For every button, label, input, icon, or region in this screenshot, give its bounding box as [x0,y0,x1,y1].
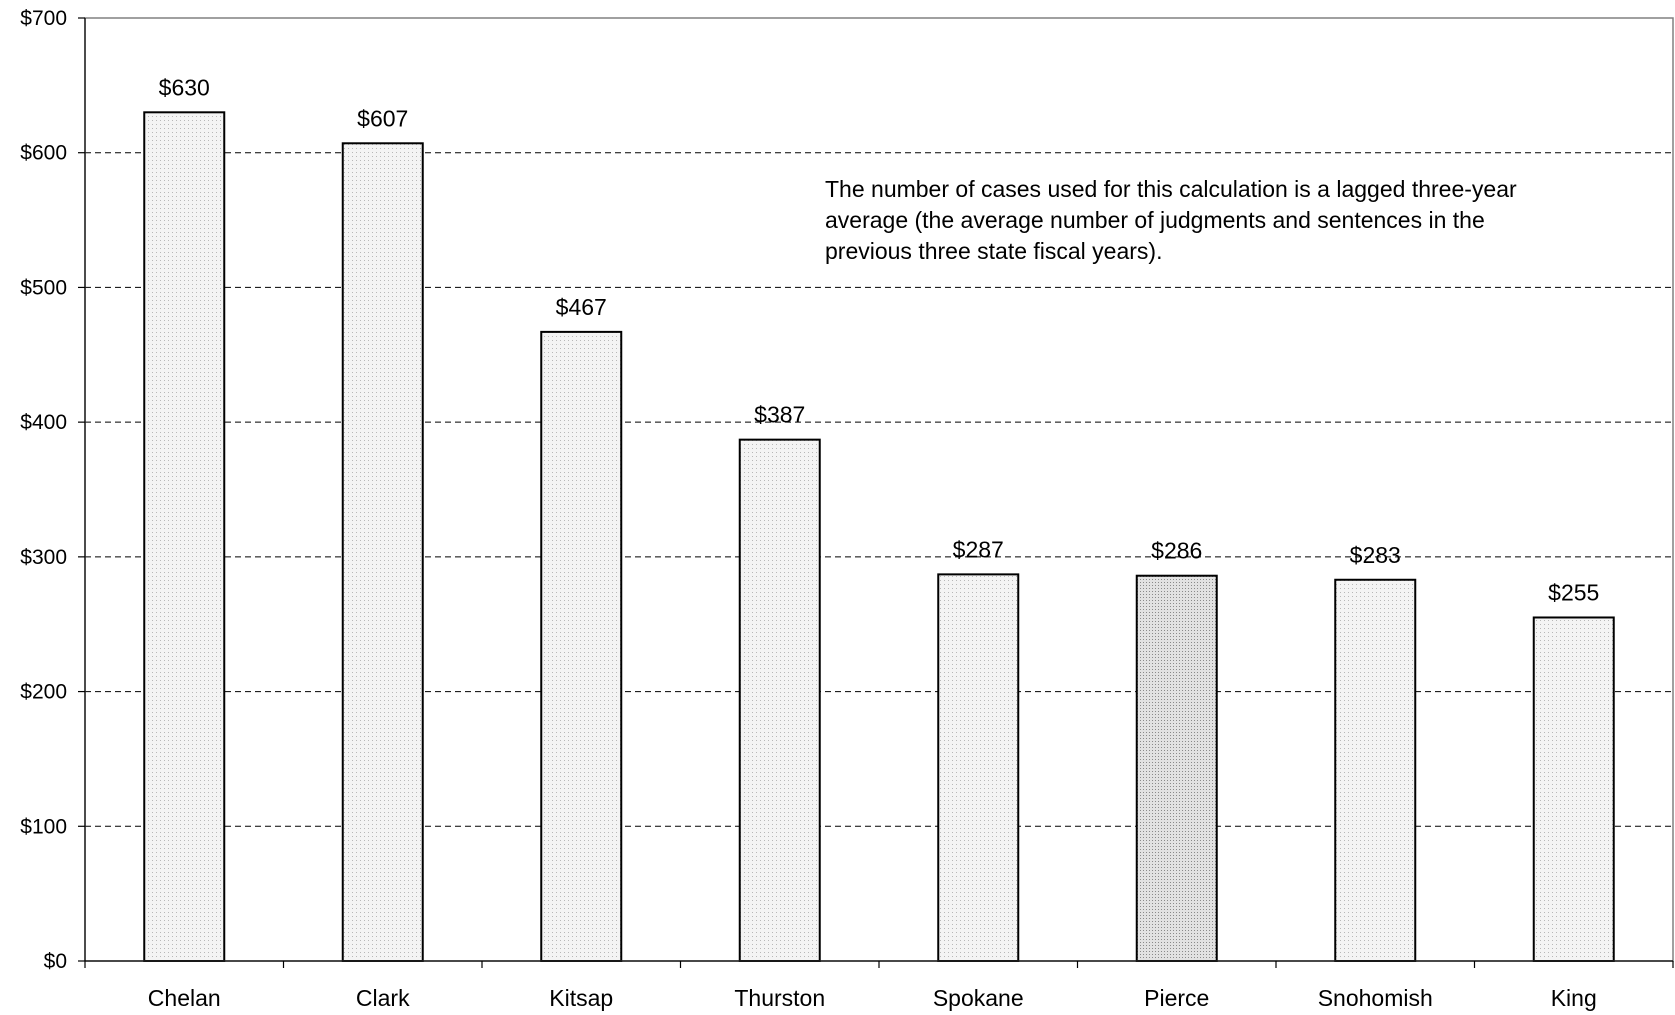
y-tick-label: $100 [20,815,67,838]
annotation-line: The number of cases used for this calcul… [825,176,1517,202]
data-label: $467 [556,294,607,320]
y-tick-label: $300 [20,546,67,569]
category-label: King [1551,985,1597,1011]
category-label: Thurston [734,985,825,1011]
bar-pierce [1135,574,1218,963]
labels: $0 $100 $200 $300 $400 $500 $600 $700 $630 Chelan… [20,7,1599,1011]
bar-snohomish [1334,578,1417,962]
y-tick-label: $700 [20,7,67,30]
bar-thurston [738,438,821,962]
data-label: $255 [1548,579,1599,605]
category-label: Spokane [933,985,1024,1011]
data-label: $287 [953,536,1004,562]
category-label: Kitsap [549,985,613,1011]
y-tick-label: $600 [20,142,67,165]
y-tick-label: $200 [20,681,67,704]
data-label: $283 [1350,542,1401,568]
bars [143,111,1615,963]
category-label: Snohomish [1318,985,1433,1011]
category-label: Chelan [148,985,221,1011]
axes [78,17,1674,968]
data-label: $286 [1151,538,1202,564]
y-tick-label: $0 [44,950,67,973]
data-label: $387 [754,402,805,428]
annotation-line: average (the average number of judgments… [825,207,1485,233]
y-tick-label: $400 [20,411,67,434]
y-tick-label: $500 [20,276,67,299]
bar-clark [341,142,424,962]
annotation-line: previous three state fiscal years). [825,238,1162,264]
bar-spokane [937,573,1020,962]
bar-king [1532,616,1615,962]
category-label: Pierce [1144,985,1209,1011]
bar-chelan [143,111,226,963]
category-label: Clark [356,985,410,1011]
annotation-note: The number of cases used for this calcul… [825,176,1517,264]
data-label: $607 [357,105,408,131]
plot-area-border [84,17,1674,962]
bar-kitsap [540,330,623,962]
data-label: $630 [159,74,210,100]
